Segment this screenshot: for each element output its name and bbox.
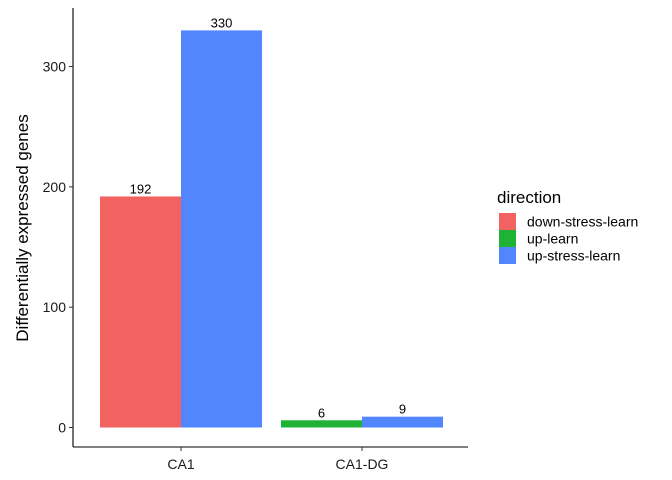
bar-down-stress-learn-CA1 xyxy=(100,196,181,428)
bar-up-stress-learn-CA1 xyxy=(181,30,262,428)
legend-label-up-stress-learn: up-stress-learn xyxy=(527,248,620,264)
data-label-down-stress-learn-CA1: 192 xyxy=(130,181,152,196)
data-label-up-stress-learn-CA1: 330 xyxy=(211,15,233,30)
y-tick-label-100: 100 xyxy=(43,299,67,315)
legend-swatch-down-stress-learn xyxy=(499,213,516,230)
legend-swatch-up-learn xyxy=(499,230,516,247)
axes-layer xyxy=(72,8,468,448)
legend-title: direction xyxy=(497,188,561,207)
data-labels-layer: 192 330 6 9 xyxy=(130,15,406,420)
y-axis-label: Differentially expressed genes xyxy=(13,114,32,341)
legend: direction down-stress-learnup-learnup-st… xyxy=(497,188,638,264)
y-tick-label-0: 0 xyxy=(58,420,66,436)
x-tick-label-CA1: CA1 xyxy=(167,456,194,472)
x-tick-label-CA1-DG: CA1-DG xyxy=(336,456,389,472)
legend-label-up-learn: up-learn xyxy=(527,231,578,247)
data-label-up-learn-CA1-DG: 6 xyxy=(318,405,325,420)
bars-layer xyxy=(100,30,443,428)
y-tick-label-300: 300 xyxy=(43,59,67,75)
bar-up-stress-learn-CA1-DG xyxy=(362,416,443,428)
bar-up-learn-CA1-DG xyxy=(281,420,362,428)
y-tick-label-200: 200 xyxy=(43,179,67,195)
data-label-up-stress-learn-CA1-DG: 9 xyxy=(399,402,406,417)
legend-swatch-up-stress-learn xyxy=(499,247,516,264)
legend-label-down-stress-learn: down-stress-learn xyxy=(527,214,638,230)
x-ticks-layer: CA1 CA1-DG xyxy=(167,447,388,472)
y-ticks-layer: 0 100 200 300 xyxy=(43,59,73,436)
